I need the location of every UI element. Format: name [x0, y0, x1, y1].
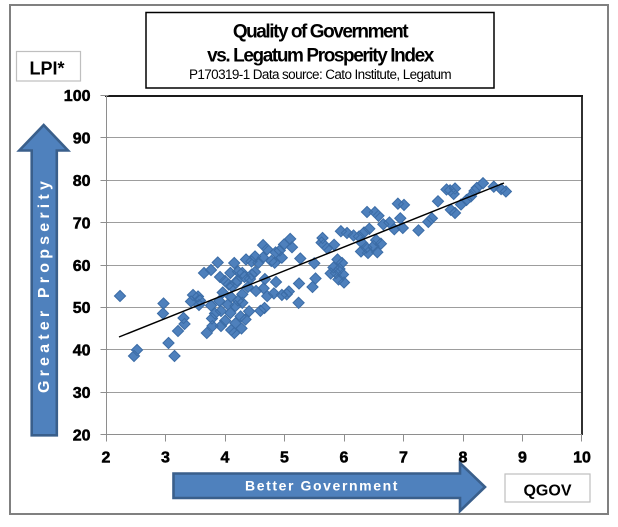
- svg-text:2: 2: [102, 450, 111, 467]
- svg-text:40: 40: [73, 343, 91, 360]
- svg-text:3: 3: [161, 450, 170, 467]
- svg-text:70: 70: [73, 215, 91, 232]
- svg-text:LPI*: LPI*: [29, 59, 64, 79]
- svg-text:vs. Legatum Prosperity Index: vs. Legatum Prosperity Index: [207, 46, 435, 67]
- svg-text:90: 90: [73, 131, 91, 148]
- svg-text:20: 20: [73, 427, 91, 444]
- svg-text:P170319-1 Data source: Cato In: P170319-1 Data source: Cato Institute, L…: [189, 67, 451, 82]
- svg-text:8: 8: [459, 450, 468, 467]
- svg-text:30: 30: [73, 385, 91, 402]
- svg-text:10: 10: [573, 450, 591, 467]
- svg-text:Greater Propserity: Greater Propserity: [36, 177, 53, 393]
- svg-text:60: 60: [73, 258, 91, 275]
- svg-text:80: 80: [73, 173, 91, 190]
- svg-text:6: 6: [340, 450, 349, 467]
- svg-text:100: 100: [64, 88, 91, 105]
- svg-text:Quality of Government: Quality of Government: [233, 22, 409, 43]
- svg-text:9: 9: [518, 450, 527, 467]
- svg-text:Better Government: Better Government: [245, 478, 399, 494]
- svg-text:7: 7: [399, 450, 408, 467]
- svg-text:5: 5: [280, 450, 289, 467]
- svg-text:4: 4: [221, 450, 230, 467]
- svg-text:QGOV: QGOV: [523, 483, 571, 500]
- svg-text:50: 50: [73, 300, 91, 317]
